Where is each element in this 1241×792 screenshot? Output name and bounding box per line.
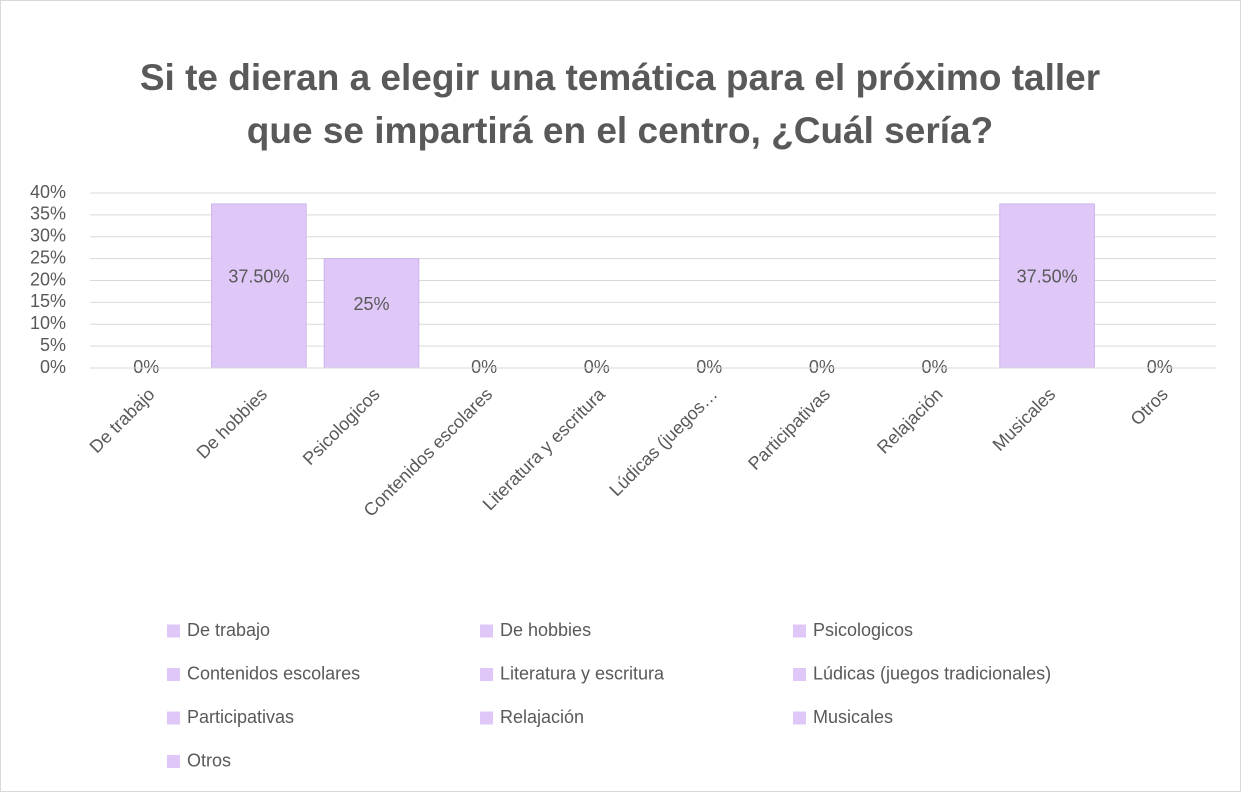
legend-swatch — [793, 624, 806, 638]
legend-label: Contenidos escolares — [187, 663, 360, 683]
legend-swatch — [480, 668, 493, 681]
y-tick-label: 20% — [30, 269, 66, 289]
legend-label: Musicales — [813, 707, 893, 727]
y-tick-label: 40% — [30, 182, 66, 202]
legend-swatch — [793, 668, 806, 681]
bar — [323, 258, 420, 369]
bar — [211, 203, 307, 369]
legend-swatch — [480, 711, 493, 725]
legend-label: Lúdicas (juegos tradicionales) — [813, 663, 1051, 683]
value-label: 37.50% — [228, 267, 289, 287]
legend-label: Literatura y escritura — [500, 663, 665, 683]
legend-swatch — [167, 668, 180, 681]
legend-swatch — [167, 624, 180, 638]
legend-label: Psicologicos — [813, 620, 913, 640]
legend-label: Relajación — [500, 707, 584, 727]
value-label: 0% — [1147, 357, 1173, 377]
y-tick-label: 0% — [40, 357, 66, 377]
bar — [999, 203, 1095, 369]
y-tick-label: 15% — [30, 291, 66, 311]
chart-title: que se impartirá en el centro, ¿Cuál ser… — [247, 110, 993, 151]
value-label: 25% — [353, 294, 389, 314]
legend-label: De trabajo — [187, 620, 270, 640]
y-tick-label: 35% — [30, 204, 66, 224]
value-label: 0% — [584, 357, 610, 377]
value-label: 0% — [133, 357, 159, 377]
y-tick-label: 25% — [30, 247, 66, 267]
legend-swatch — [167, 755, 180, 768]
value-label: 0% — [471, 357, 497, 377]
legend-swatch — [793, 711, 806, 725]
legend-swatch — [480, 624, 493, 638]
value-label: 0% — [696, 357, 722, 377]
y-tick-label: 30% — [30, 226, 66, 246]
legend-label: Participativas — [187, 707, 294, 727]
y-tick-label: 5% — [40, 335, 66, 355]
legend-label: Otros — [187, 750, 231, 770]
value-label: 37.50% — [1017, 267, 1078, 287]
y-tick-label: 10% — [30, 313, 66, 333]
legend-label: De hobbies — [500, 620, 591, 640]
value-label: 0% — [921, 357, 947, 377]
chart-title: Si te dieran a elegir una temática para … — [140, 57, 1100, 98]
value-label: 0% — [809, 357, 835, 377]
legend-swatch — [167, 711, 180, 725]
